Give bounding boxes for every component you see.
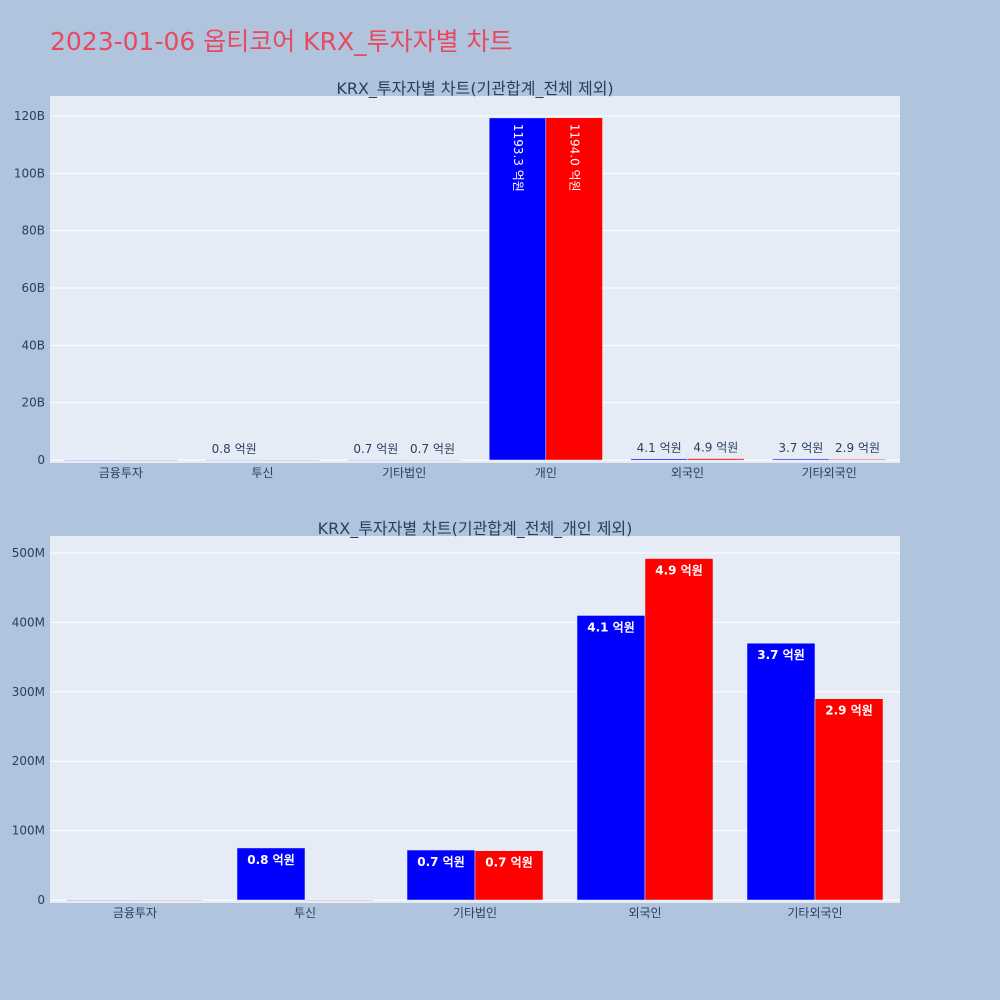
x-tick-label: 외국인 [671,466,704,480]
y-tick-label: 20B [21,396,45,410]
bar [687,458,745,461]
y-tick-label: 300M [12,685,45,699]
y-tick-label: 0 [37,893,45,907]
y-tick-label: 500M [12,546,45,560]
bar [772,458,830,461]
x-tick-label: 금융투자 [99,466,143,480]
y-tick-label: 120B [14,109,45,123]
y-tick-label: 40B [21,338,45,352]
data-label: 1193.3 억원 [511,124,525,192]
bar [545,117,603,461]
x-tick-label: 개인 [535,466,557,480]
x-tick-label: 기타법인 [382,466,426,480]
y-tick-label: 400M [12,615,45,629]
y-tick-label: 0 [37,453,45,467]
bar [814,698,884,901]
plot-area [50,96,900,463]
y-tick-label: 100M [12,824,45,838]
data-label: 2.9 억원 [825,704,873,718]
y-tick-label: 200M [12,754,45,768]
data-label: 0.7 억원 [417,855,465,869]
data-label: 0.7 억원 [410,442,455,456]
bar [66,899,136,901]
data-label: 0.7 억원 [353,442,398,456]
bar [236,847,306,901]
chart-subtitle: KRX_투자자별 차트(기관합계_전체_개인 제외) [318,519,633,539]
bar [746,642,816,901]
x-tick-label: 금융투자 [113,906,157,920]
bar [488,117,547,461]
chart-panel-2: 0 100M 200M 300M 400M 500M KRX_투자자별 차트(기관합계_전체… [12,519,900,920]
bar [576,615,646,901]
data-label: 0.8 억원 [247,853,295,867]
bar [406,849,476,901]
data-label: 0.7 억원 [485,856,533,870]
x-tick-label: 기타외국인 [787,906,842,920]
data-label: 2.9 억원 [835,441,880,455]
bar [262,459,320,461]
bar [630,458,688,461]
chart-subtitle: KRX_투자자별 차트(기관합계_전체 제외) [336,79,613,99]
bar [63,459,122,461]
bar [828,458,887,461]
data-label: 4.1 억원 [637,441,682,455]
bar [120,459,178,461]
bar [474,850,544,901]
x-tick-label: 투신 [251,466,273,480]
y-tick-label: 100B [14,166,45,180]
data-label: 4.9 억원 [693,441,738,455]
page-title: 2023-01-06 옵티코어 KRX_투자자별 차트 [50,27,513,56]
chart-panel-1: 0 20B 40B 60B 80B 100B 120B KRX_투자자별 차트(기관합계_전체… [14,79,900,480]
data-label: 4.9 억원 [655,564,703,578]
bar [347,459,405,461]
data-label: 3.7 억원 [757,648,805,662]
x-tick-label: 외국인 [628,906,661,920]
x-tick-label: 투신 [294,906,316,920]
bar [304,899,374,901]
data-label: 0.8 억원 [212,442,257,456]
bar [403,459,462,461]
y-tick-label: 60B [21,281,45,295]
data-label: 4.1 억원 [587,620,635,634]
data-label: 3.7 억원 [778,441,823,455]
data-label: 1194.0 억원 [568,124,582,192]
bar [134,899,204,901]
x-tick-label: 기타외국인 [802,466,857,480]
bar [644,558,714,901]
x-tick-label: 기타법인 [453,906,497,920]
bar [205,459,263,461]
y-tick-label: 80B [21,224,45,238]
